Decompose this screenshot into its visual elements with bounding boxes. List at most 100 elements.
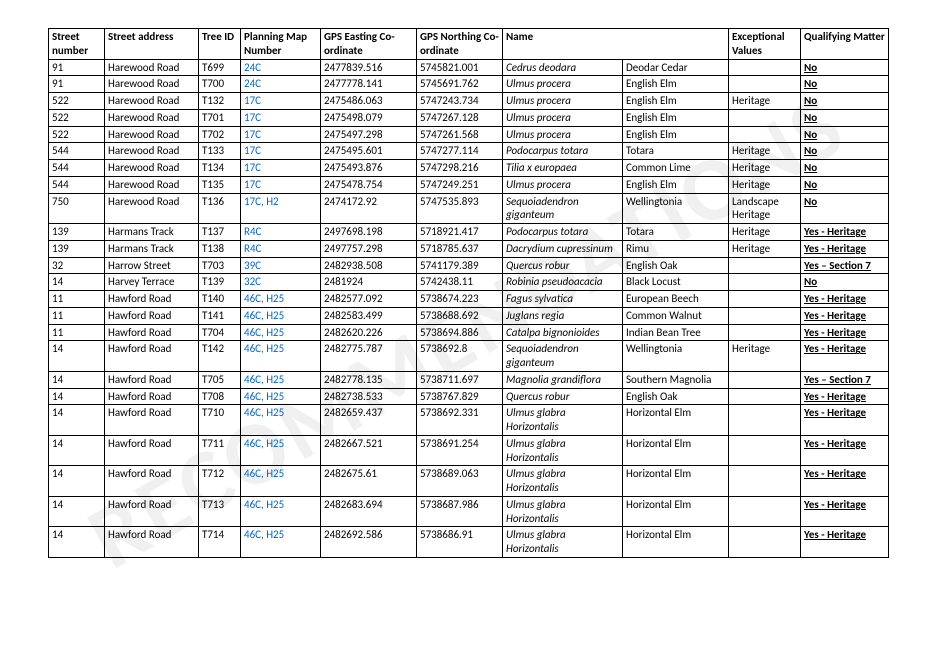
exceptional-values xyxy=(729,59,801,76)
name-scientific: Magnolia grandiflora xyxy=(503,371,623,388)
street-address: Harvey Terrace xyxy=(105,274,199,291)
gps-easting: 2475486.063 xyxy=(321,93,417,110)
name-common: Indian Bean Tree xyxy=(623,324,729,341)
name-common: English Oak xyxy=(623,257,729,274)
street-address: Hawford Road xyxy=(105,388,199,405)
street-number: 14 xyxy=(49,527,105,558)
street-address: Harewood Road xyxy=(105,143,199,160)
name-common: Common Lime xyxy=(623,160,729,177)
street-address: Harewood Road xyxy=(105,93,199,110)
qualifying-matter: Yes – Section 7 xyxy=(801,371,889,388)
gps-northing: 5747535.893 xyxy=(417,193,503,224)
gps-easting: 2482683.694 xyxy=(321,496,417,527)
name-common: Rimu xyxy=(623,240,729,257)
gps-easting: 2482675.61 xyxy=(321,466,417,497)
name-common: English Elm xyxy=(623,126,729,143)
name-common: English Elm xyxy=(623,76,729,93)
planning-map: 17C xyxy=(241,93,321,110)
col-tree-id: Tree ID xyxy=(199,29,241,60)
gps-easting: 2482659.437 xyxy=(321,405,417,436)
name-common: Horizontal Elm xyxy=(623,496,729,527)
name-common: English Elm xyxy=(623,109,729,126)
exceptional-values xyxy=(729,435,801,466)
name-scientific: Catalpa bignonioides xyxy=(503,324,623,341)
name-common: Wellingtonia xyxy=(623,341,729,372)
name-common: Black Locust xyxy=(623,274,729,291)
street-address: Hawford Road xyxy=(105,291,199,308)
street-address: Hawford Road xyxy=(105,496,199,527)
table-row: 544Harewood RoadT13417C2475493.876574729… xyxy=(49,160,889,177)
gps-northing: 5747277.114 xyxy=(417,143,503,160)
col-qualifying: Qualifying Matter xyxy=(801,29,889,60)
table-row: 522Harewood RoadT13217C2475486.063574724… xyxy=(49,93,889,110)
tree-id: T133 xyxy=(199,143,241,160)
tree-id: T702 xyxy=(199,126,241,143)
name-scientific: Podocarpus totara xyxy=(503,143,623,160)
tree-id: T138 xyxy=(199,240,241,257)
qualifying-matter: No xyxy=(801,59,889,76)
exceptional-values xyxy=(729,324,801,341)
name-common: English Oak xyxy=(623,388,729,405)
table-row: 32Harrow StreetT70339C2482938.5085741179… xyxy=(49,257,889,274)
street-address: Hawford Road xyxy=(105,324,199,341)
gps-easting: 2482938.508 xyxy=(321,257,417,274)
tree-id: T132 xyxy=(199,93,241,110)
tree-id: T700 xyxy=(199,76,241,93)
gps-easting: 2482583.499 xyxy=(321,307,417,324)
name-scientific: Tilia x europaea xyxy=(503,160,623,177)
tree-id: T139 xyxy=(199,274,241,291)
street-address: Harewood Road xyxy=(105,126,199,143)
table-row: 91Harewood RoadT70024C2477778.1415745691… xyxy=(49,76,889,93)
exceptional-values: Heritage xyxy=(729,176,801,193)
qualifying-matter: Yes - Heritage xyxy=(801,240,889,257)
table-row: 11Hawford RoadT70446C, H252482620.226573… xyxy=(49,324,889,341)
exceptional-values xyxy=(729,76,801,93)
name-scientific: Ulmus glabra Horizontalis xyxy=(503,405,623,436)
street-number: 544 xyxy=(49,160,105,177)
planning-map: R4C xyxy=(241,240,321,257)
gps-northing: 5718921.417 xyxy=(417,224,503,241)
name-scientific: Podocarpus totara xyxy=(503,224,623,241)
name-common: Horizontal Elm xyxy=(623,405,729,436)
tree-id: T713 xyxy=(199,496,241,527)
table-row: 91Harewood RoadT69924C2477839.5165745821… xyxy=(49,59,889,76)
name-common: English Elm xyxy=(623,176,729,193)
table-row: 14Hawford RoadT70846C, H252482738.533573… xyxy=(49,388,889,405)
name-common: English Elm xyxy=(623,93,729,110)
name-common: Wellingtonia xyxy=(623,193,729,224)
tree-id: T135 xyxy=(199,176,241,193)
street-number: 139 xyxy=(49,240,105,257)
planning-map: 46C, H25 xyxy=(241,371,321,388)
qualifying-matter: No xyxy=(801,93,889,110)
qualifying-matter: Yes - Heritage xyxy=(801,324,889,341)
street-address: Harewood Road xyxy=(105,176,199,193)
gps-northing: 5738688.692 xyxy=(417,307,503,324)
gps-easting: 2475493.876 xyxy=(321,160,417,177)
table-body: 91Harewood RoadT69924C2477839.5165745821… xyxy=(49,59,889,557)
gps-easting: 2477839.516 xyxy=(321,59,417,76)
table-row: 14Hawford RoadT71146C, H252482667.521573… xyxy=(49,435,889,466)
gps-easting: 2482775.787 xyxy=(321,341,417,372)
qualifying-matter: No xyxy=(801,76,889,93)
table-row: 14Hawford RoadT71446C, H252482692.586573… xyxy=(49,527,889,558)
name-scientific: Ulmus procera xyxy=(503,93,623,110)
street-number: 14 xyxy=(49,371,105,388)
street-address: Harewood Road xyxy=(105,76,199,93)
street-number: 14 xyxy=(49,274,105,291)
planning-map: 17C xyxy=(241,176,321,193)
gps-easting: 2474172.92 xyxy=(321,193,417,224)
qualifying-matter: Yes - Heritage xyxy=(801,466,889,497)
gps-northing: 5745691.762 xyxy=(417,76,503,93)
qualifying-matter: No xyxy=(801,160,889,177)
gps-easting: 2482692.586 xyxy=(321,527,417,558)
table-row: 522Harewood RoadT70217C2475497.298574726… xyxy=(49,126,889,143)
gps-northing: 5747298.216 xyxy=(417,160,503,177)
street-address: Harmans Track xyxy=(105,224,199,241)
street-number: 11 xyxy=(49,307,105,324)
name-common: Common Walnut xyxy=(623,307,729,324)
gps-easting: 2482667.521 xyxy=(321,435,417,466)
name-scientific: Cedrus deodara xyxy=(503,59,623,76)
street-number: 544 xyxy=(49,176,105,193)
planning-map: 46C, H25 xyxy=(241,291,321,308)
planning-map: 46C, H25 xyxy=(241,466,321,497)
